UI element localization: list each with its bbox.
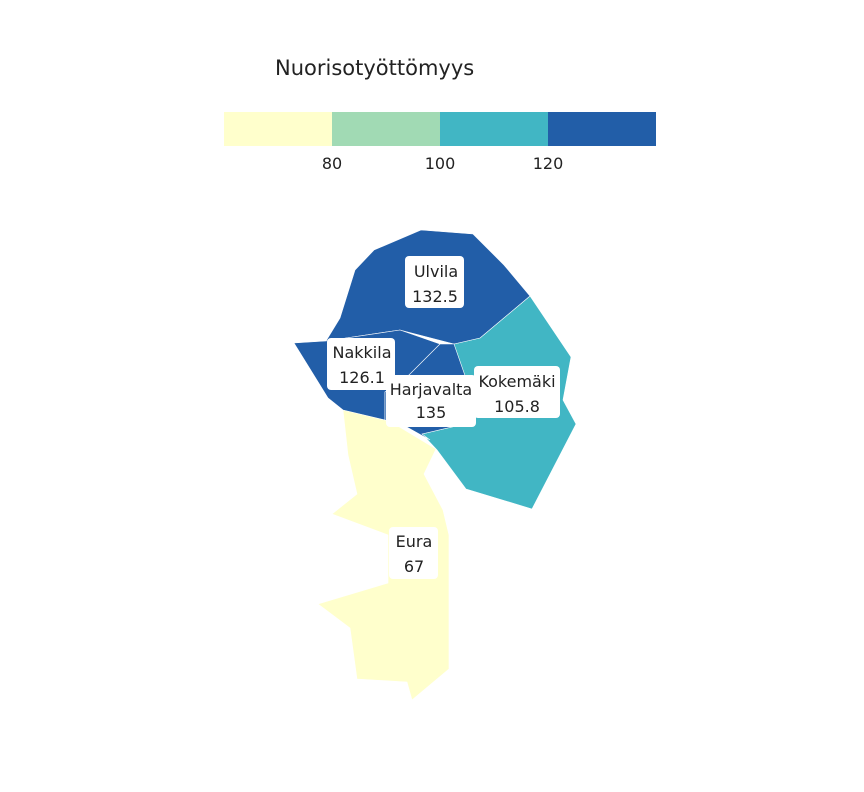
label-nakkila: Nakkila 126.1 <box>327 338 395 390</box>
legend-bin-3 <box>440 112 548 146</box>
legend-bin-1 <box>224 112 332 146</box>
label-eura-name: Eura <box>396 532 433 551</box>
legend-bin-2 <box>332 112 440 146</box>
region-eura[interactable] <box>317 409 450 701</box>
legend-tick-80: 80 <box>321 154 343 173</box>
legend-tick-100: 100 <box>424 154 456 173</box>
legend-bin-4 <box>548 112 656 146</box>
legend-tick-120: 120 <box>532 154 564 173</box>
label-kokemaki: Kokemäki 105.8 <box>474 366 560 418</box>
legend-color-scale <box>224 112 656 146</box>
legend-title: Nuorisotyöttömyys <box>275 56 475 80</box>
label-eura: Eura 67 <box>389 527 438 579</box>
label-ulvila-name: Ulvila <box>414 262 458 281</box>
label-harjavalta-value: 135 <box>416 403 447 422</box>
label-nakkila-name: Nakkila <box>333 343 392 362</box>
label-ulvila-value: 132.5 <box>412 287 458 306</box>
label-nakkila-value: 126.1 <box>339 368 385 387</box>
label-harjavalta: Harjavalta 135 <box>386 375 476 427</box>
label-kokemaki-value: 105.8 <box>494 397 540 416</box>
label-kokemaki-name: Kokemäki <box>478 372 555 391</box>
label-harjavalta-name: Harjavalta <box>390 380 472 399</box>
label-eura-value: 67 <box>404 557 424 576</box>
label-ulvila: Ulvila 132.5 <box>405 256 464 308</box>
